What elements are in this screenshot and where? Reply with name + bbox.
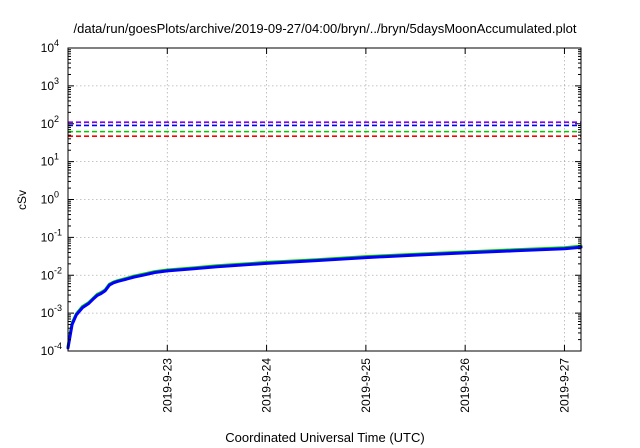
y-tick-label: 10 [41, 79, 55, 93]
y-tick-label-exponent: -3 [54, 303, 62, 313]
y-tick-label: 10 [41, 344, 55, 358]
y-tick-label: 10 [41, 268, 55, 282]
x-tick-label: 2019-9-27 [557, 358, 571, 413]
y-tick-label-base: 10 [41, 306, 55, 320]
y-tick-label-exponent: 2 [54, 114, 59, 124]
y-tick-label-base: 10 [41, 117, 55, 131]
y-tick-label: 10 [41, 155, 55, 169]
y-tick-label-exponent: -2 [54, 265, 62, 275]
y-tick-label-base: 10 [41, 193, 55, 207]
y-tick-label-base: 10 [41, 155, 55, 169]
y-tick-label: 10 [41, 230, 55, 244]
y-tick-label-exponent: -4 [54, 341, 62, 351]
threshold-lines [68, 121, 581, 137]
y-axis-label: cSv [15, 190, 29, 210]
chart-title: /data/run/goesPlots/archive/2019-09-27/0… [74, 21, 577, 36]
y-tick-label-base: 10 [41, 230, 55, 244]
x-axis-label: Coordinated Universal Time (UTC) [225, 430, 424, 445]
y-tick-label-exponent: 3 [54, 76, 59, 86]
x-tick-label: 2019-9-23 [160, 358, 174, 413]
y-tick-label: 10 [41, 117, 55, 131]
y-tick-label: 10 [41, 193, 55, 207]
series-line [66, 245, 583, 350]
y-tick-label: 10 [41, 306, 55, 320]
y-tick-label-base: 10 [41, 41, 55, 55]
y-tick-label: 10 [41, 41, 55, 55]
x-tick-label: 2019-9-25 [359, 358, 373, 413]
y-tick-label-base: 10 [41, 268, 55, 282]
x-axis: 2019-9-23 2019-9-24 2019-9-25 2019-9-26 2019… [160, 48, 571, 413]
x-tick-label: 2019-9-26 [458, 358, 472, 413]
y-tick-label-exponent: -1 [54, 227, 62, 237]
y-tick-label-base: 10 [41, 79, 55, 93]
y-tick-label-base: 10 [41, 344, 55, 358]
grid [68, 47, 581, 352]
y-tick-label-exponent: 0 [54, 190, 59, 200]
x-tick-label: 2019-9-24 [260, 358, 274, 413]
y-tick-label-exponent: 1 [54, 152, 59, 162]
series-lines [66, 244, 583, 350]
y-tick-label-exponent: 4 [54, 38, 59, 48]
